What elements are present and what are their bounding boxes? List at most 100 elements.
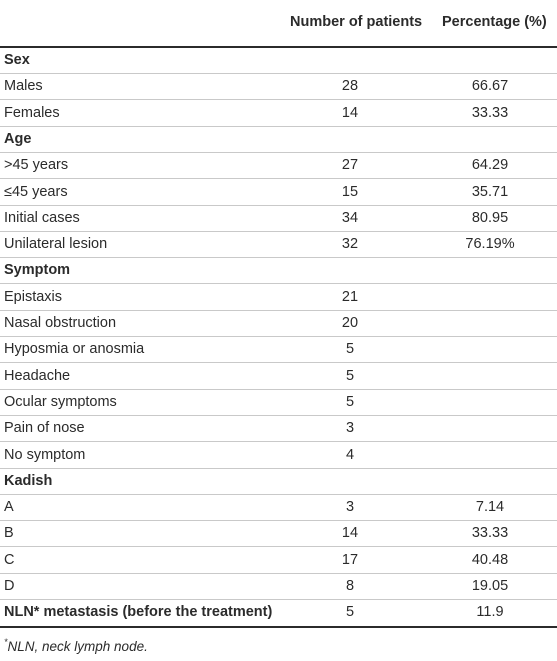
number-of-patients-cell: 3 bbox=[345, 499, 355, 515]
number-of-patients-cell: 5 bbox=[345, 394, 355, 410]
row-label: Sex bbox=[4, 52, 30, 68]
row-divider bbox=[0, 546, 557, 547]
row-divider bbox=[0, 468, 557, 469]
row-label: Males bbox=[4, 78, 43, 94]
row-label: Unilateral lesion bbox=[4, 236, 108, 252]
column-header-number-of-patients: Number of patients bbox=[290, 14, 423, 30]
table-row: No symptom 4 bbox=[0, 443, 557, 469]
row-label: Age bbox=[4, 131, 32, 147]
number-of-patients-cell: 5 bbox=[345, 604, 355, 620]
row-divider bbox=[0, 231, 557, 232]
percentage-cell: 76.19% bbox=[465, 236, 515, 252]
table-footnote: *NLN, neck lymph node. bbox=[4, 637, 148, 654]
column-header-percentage: Percentage (%) bbox=[442, 14, 547, 30]
table-row: C 17 40.48 bbox=[0, 548, 557, 574]
table-row: Epistaxis 21 bbox=[0, 285, 557, 311]
row-label: A bbox=[4, 499, 14, 515]
row-label: D bbox=[4, 578, 15, 594]
percentage-cell: 11.9 bbox=[476, 604, 504, 620]
table-row: Males 28 66.67 bbox=[0, 74, 557, 100]
row-divider bbox=[0, 99, 557, 100]
row-divider bbox=[0, 73, 557, 74]
row-label: ≤45 years bbox=[4, 184, 68, 200]
table-row: Headache 5 bbox=[0, 364, 557, 390]
row-label: NLN* metastasis (before the treatment) bbox=[4, 604, 273, 620]
number-of-patients-cell: 20 bbox=[341, 315, 359, 331]
row-divider bbox=[0, 257, 557, 258]
percentage-cell: 66.67 bbox=[471, 78, 509, 94]
row-divider bbox=[0, 599, 557, 600]
footnote-marker: * bbox=[4, 637, 8, 647]
table-row: Initial cases 34 80.95 bbox=[0, 206, 557, 232]
table-row: Hyposmia or anosmia 5 bbox=[0, 337, 557, 363]
table-row: Ocular symptoms 5 bbox=[0, 390, 557, 416]
number-of-patients-cell: 28 bbox=[341, 78, 359, 94]
table-row: >45 years 27 64.29 bbox=[0, 153, 557, 179]
row-label: Hyposmia or anosmia bbox=[4, 341, 145, 357]
section-row: Sex bbox=[0, 48, 557, 74]
row-divider bbox=[0, 520, 557, 521]
number-of-patients-cell: 21 bbox=[341, 289, 359, 305]
row-label: Kadish bbox=[4, 473, 53, 489]
section-row: NLN* metastasis (before the treatment) 5 1… bbox=[0, 600, 557, 626]
section-row: Kadish bbox=[0, 469, 557, 495]
row-divider bbox=[0, 389, 557, 390]
number-of-patients-cell: 4 bbox=[345, 447, 355, 463]
number-of-patients-cell: 17 bbox=[341, 552, 359, 568]
row-label: B bbox=[4, 525, 14, 541]
row-divider bbox=[0, 336, 557, 337]
row-divider bbox=[0, 415, 557, 416]
number-of-patients-cell: 14 bbox=[341, 105, 359, 121]
number-of-patients-cell: 14 bbox=[341, 525, 359, 541]
number-of-patients-cell: 5 bbox=[345, 341, 355, 357]
number-of-patients-cell: 3 bbox=[345, 420, 355, 436]
table-header-row: Number of patients Percentage (%) bbox=[0, 0, 557, 48]
percentage-cell: 7.14 bbox=[475, 499, 505, 515]
number-of-patients-cell: 27 bbox=[341, 157, 359, 173]
table-row: Pain of nose 3 bbox=[0, 416, 557, 442]
table-row: Nasal obstruction 20 bbox=[0, 311, 557, 337]
row-divider bbox=[0, 178, 557, 179]
table-bottom-rule bbox=[0, 626, 557, 628]
row-label: >45 years bbox=[4, 157, 69, 173]
percentage-cell: 40.48 bbox=[471, 552, 509, 568]
percentage-cell: 64.29 bbox=[471, 157, 509, 173]
row-divider bbox=[0, 152, 557, 153]
number-of-patients-cell: 5 bbox=[345, 368, 355, 384]
percentage-cell: 33.33 bbox=[471, 525, 509, 541]
row-label: Pain of nose bbox=[4, 420, 85, 436]
row-divider bbox=[0, 441, 557, 442]
table-row: Females 14 33.33 bbox=[0, 101, 557, 127]
row-divider bbox=[0, 362, 557, 363]
row-label: C bbox=[4, 552, 15, 568]
row-label: Initial cases bbox=[4, 210, 80, 226]
row-label: Nasal obstruction bbox=[4, 315, 117, 331]
table-row: B 14 33.33 bbox=[0, 521, 557, 547]
row-divider bbox=[0, 494, 557, 495]
percentage-cell: 19.05 bbox=[471, 578, 509, 594]
section-row: Age bbox=[0, 127, 557, 153]
table-row: A 3 7.14 bbox=[0, 495, 557, 521]
number-of-patients-cell: 15 bbox=[341, 184, 359, 200]
row-label: No symptom bbox=[4, 447, 86, 463]
table-row: Unilateral lesion 32 76.19% bbox=[0, 232, 557, 258]
number-of-patients-cell: 8 bbox=[345, 578, 355, 594]
row-label: Symptom bbox=[4, 262, 71, 278]
row-divider bbox=[0, 310, 557, 311]
row-divider bbox=[0, 126, 557, 127]
table-row: D 8 19.05 bbox=[0, 574, 557, 600]
section-row: Symptom bbox=[0, 258, 557, 284]
row-label: Females bbox=[4, 105, 60, 121]
number-of-patients-cell: 32 bbox=[341, 236, 359, 252]
header-divider bbox=[0, 46, 557, 48]
row-divider bbox=[0, 283, 557, 284]
row-divider bbox=[0, 573, 557, 574]
row-label: Headache bbox=[4, 368, 71, 384]
percentage-cell: 33.33 bbox=[471, 105, 509, 121]
footnote-text: NLN, neck lymph node. bbox=[7, 639, 148, 654]
row-label: Ocular symptoms bbox=[4, 394, 117, 410]
percentage-cell: 80.95 bbox=[471, 210, 509, 226]
number-of-patients-cell: 34 bbox=[341, 210, 359, 226]
row-divider bbox=[0, 205, 557, 206]
row-label: Epistaxis bbox=[4, 289, 63, 305]
